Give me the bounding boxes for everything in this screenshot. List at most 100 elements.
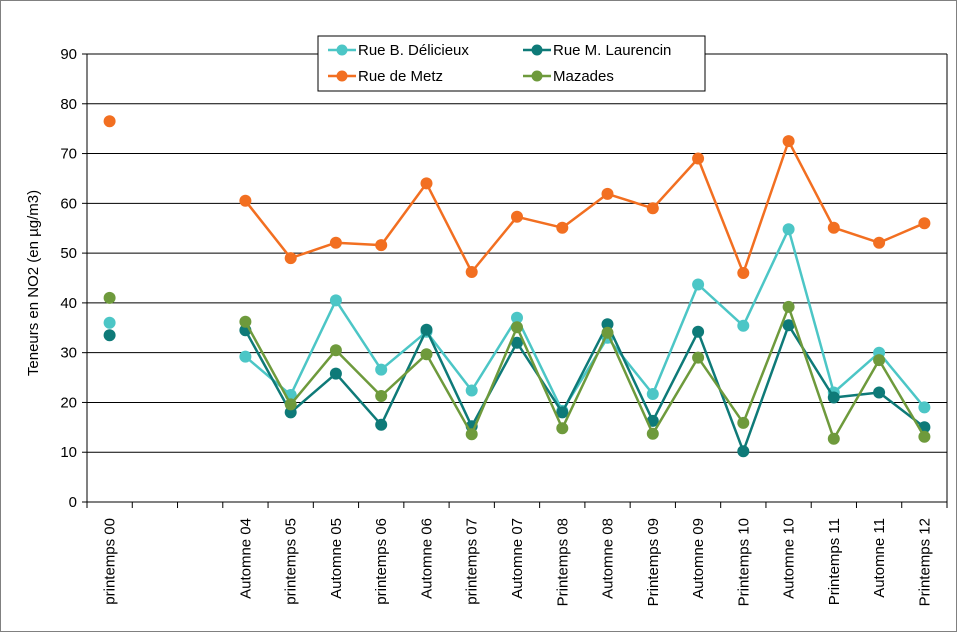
x-tick-label: Printemps 10 xyxy=(735,518,752,606)
data-point xyxy=(918,217,931,230)
legend-label: Rue B. Délicieux xyxy=(358,42,469,59)
data-point xyxy=(284,398,297,411)
y-tick-label: 90 xyxy=(60,46,77,63)
y-tick-label: 50 xyxy=(60,245,77,262)
y-tick-label: 30 xyxy=(60,345,77,362)
data-point xyxy=(103,291,116,304)
legend-box xyxy=(317,35,706,92)
data-point xyxy=(103,316,116,329)
series-layer xyxy=(103,115,931,458)
data-point xyxy=(239,194,252,207)
x-tick-label: Automne 07 xyxy=(509,518,526,599)
data-point xyxy=(556,221,569,234)
x-tick-label: Printemps 11 xyxy=(826,518,843,605)
legend-label: Rue M. Laurencin xyxy=(553,42,671,59)
legend-marker xyxy=(336,44,348,56)
legend-marker xyxy=(531,44,543,56)
data-point xyxy=(239,315,252,328)
x-axis: printemps 00 Automne 04 printemps 05 Automn… xyxy=(86,502,948,606)
data-point xyxy=(782,223,795,236)
data-point xyxy=(918,401,931,414)
data-point xyxy=(646,414,659,427)
y-tick-label: 70 xyxy=(60,146,77,163)
legend-marker xyxy=(531,70,543,82)
x-tick-label: printemps 07 xyxy=(464,518,481,605)
data-point xyxy=(329,294,342,307)
data-point xyxy=(420,177,433,190)
data-point xyxy=(601,326,614,339)
data-point xyxy=(646,427,659,440)
data-point xyxy=(465,384,478,397)
x-tick-label: Automne 10 xyxy=(781,518,798,599)
data-point xyxy=(420,323,433,336)
data-point xyxy=(239,350,252,363)
x-tick-label: Automne 09 xyxy=(690,518,707,599)
x-tick-label: Printemps 08 xyxy=(554,518,571,606)
series-line xyxy=(244,323,926,453)
y-tick-label: 20 xyxy=(60,394,77,411)
data-point xyxy=(646,388,659,400)
data-point xyxy=(692,152,705,165)
data-point xyxy=(103,115,116,128)
x-tick-label: Automne 08 xyxy=(600,518,617,599)
legend-label: Rue de Metz xyxy=(358,68,443,85)
data-point xyxy=(329,367,342,380)
legend-label: Mazades xyxy=(553,68,614,85)
y-tick-label: 0 xyxy=(69,494,77,511)
data-point xyxy=(511,336,523,349)
y-axis-title: Teneurs en NO2 (en µg/m3) xyxy=(25,190,42,376)
data-point xyxy=(465,428,478,441)
x-tick-label: printemps 05 xyxy=(283,518,300,605)
data-point xyxy=(737,267,750,279)
data-point xyxy=(375,418,388,431)
data-point xyxy=(511,311,523,324)
data-point xyxy=(329,236,342,249)
data-point xyxy=(782,135,795,148)
x-tick-label: Automne 05 xyxy=(328,518,345,599)
data-point xyxy=(873,236,886,249)
data-point xyxy=(737,319,750,332)
data-point xyxy=(737,445,750,458)
legend-marker xyxy=(336,70,348,82)
data-point xyxy=(827,391,840,404)
data-point xyxy=(646,202,659,215)
legend: Rue B. Délicieux Rue M. Laurencin Rue de M… xyxy=(317,35,706,92)
series-line xyxy=(244,227,926,413)
data-point xyxy=(601,187,614,200)
data-point xyxy=(873,386,886,399)
series-line xyxy=(244,139,925,275)
data-point xyxy=(375,390,388,402)
data-point xyxy=(103,329,116,342)
data-point xyxy=(329,344,342,357)
y-tick-label: 60 xyxy=(60,195,77,212)
data-point xyxy=(511,210,523,223)
data-point xyxy=(465,266,478,278)
data-point xyxy=(556,406,569,419)
data-point xyxy=(692,278,705,291)
data-point xyxy=(511,321,523,334)
data-point xyxy=(827,432,840,445)
data-point xyxy=(375,363,388,376)
x-tick-label: Automne 11 xyxy=(871,518,888,598)
x-tick-label: Automne 06 xyxy=(418,518,435,599)
data-point xyxy=(692,351,705,364)
x-tick-label: Automne 04 xyxy=(237,518,254,599)
data-point xyxy=(873,354,886,367)
y-axis: 0 10 20 30 40 50 60 70 80 90 xyxy=(60,46,88,511)
data-point xyxy=(601,318,614,331)
y-tick-label: 10 xyxy=(60,444,77,461)
data-point xyxy=(375,239,388,252)
x-tick-label: printemps 00 xyxy=(102,518,119,605)
data-point xyxy=(556,422,569,435)
series-line xyxy=(244,305,926,441)
y-tick-label: 40 xyxy=(60,295,77,312)
y-tick-label: 80 xyxy=(60,96,77,113)
data-point xyxy=(918,430,931,443)
data-point xyxy=(692,325,705,338)
x-tick-label: Printemps 09 xyxy=(645,518,662,606)
x-tick-label: printemps 06 xyxy=(373,518,390,605)
data-point xyxy=(284,252,297,265)
data-point xyxy=(827,221,840,234)
